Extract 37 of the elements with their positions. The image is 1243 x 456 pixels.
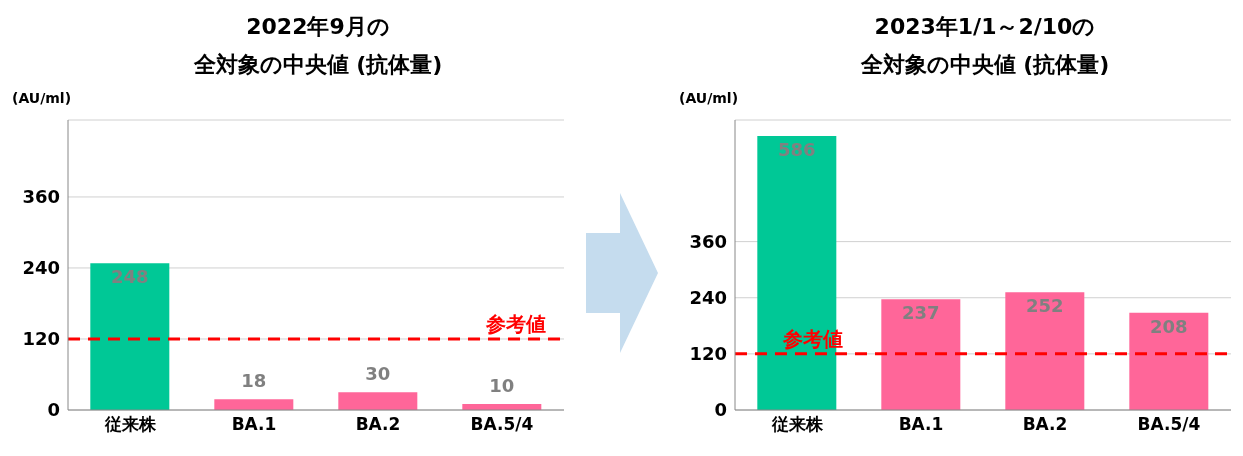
data-label: 248	[111, 266, 149, 288]
x-tick-label: BA.2	[355, 414, 401, 435]
y-tick-label: 0	[47, 399, 60, 421]
ref-line-label: 参考値	[485, 311, 546, 336]
x-tick-label: 従来株	[770, 414, 824, 435]
chart-title: 2022年9月の	[245, 13, 391, 41]
bar	[338, 392, 418, 410]
y-axis-title: (AU/ml)	[678, 90, 740, 108]
data-label: 586	[778, 138, 816, 160]
y-tick-label: 0	[714, 399, 727, 421]
bar	[881, 299, 961, 410]
bar	[1005, 292, 1085, 410]
x-tick-label: BA.5/4	[470, 414, 534, 435]
x-tick-label: BA.1	[231, 414, 277, 435]
chart-subtitle: 全対象の中央値 (抗体量)	[192, 51, 444, 79]
bar	[90, 263, 170, 410]
data-label: 10	[489, 375, 515, 397]
x-tick-label: BA.5/4	[1137, 414, 1201, 435]
chart-title: 2023年1/1～2/10の	[873, 13, 1097, 41]
y-tick-label: 120	[22, 328, 60, 350]
y-tick-label: 240	[689, 287, 727, 309]
y-tick-label: 120	[689, 343, 727, 365]
data-label: 237	[902, 302, 940, 324]
chart-subtitle: 全対象の中央値 (抗体量)	[859, 51, 1111, 79]
data-label: 252	[1026, 295, 1064, 317]
y-tick-label: 360	[689, 231, 727, 252]
y-tick-label: 360	[22, 186, 60, 208]
x-tick-label: BA.2	[1022, 414, 1068, 435]
x-tick-label: 従来株	[103, 414, 157, 435]
data-label: 30	[365, 363, 391, 385]
x-tick-label: BA.1	[898, 414, 944, 435]
bar	[1129, 312, 1209, 410]
y-tick-label: 240	[22, 257, 60, 279]
data-label: 18	[241, 370, 267, 392]
bar	[214, 399, 294, 410]
y-axis-title: (AU/ml)	[11, 90, 73, 108]
data-label: 208	[1150, 315, 1188, 337]
